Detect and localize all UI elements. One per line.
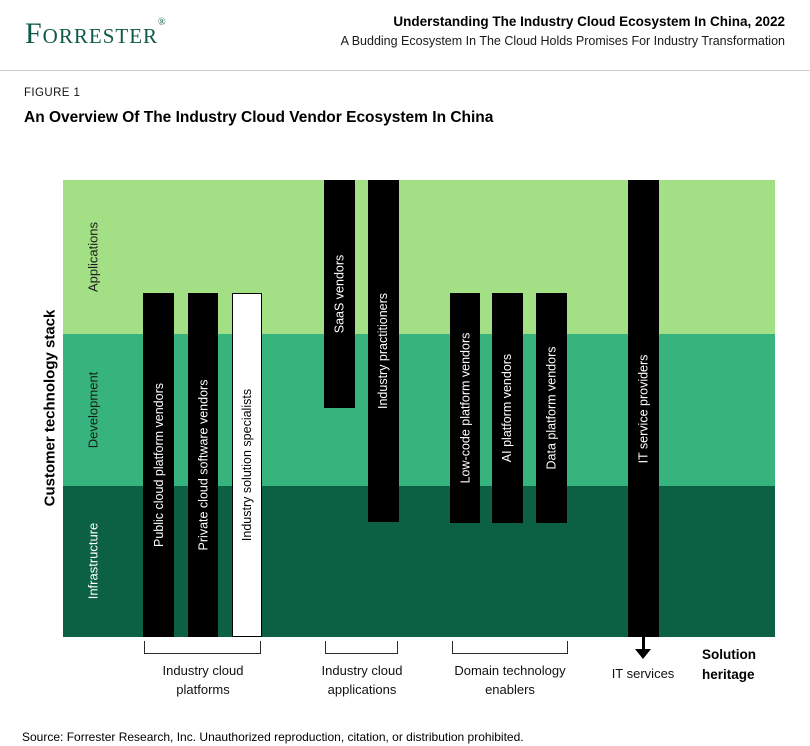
- bracket-industry-cloud-applications: [325, 641, 398, 654]
- forrester-logo: Forrester®: [25, 17, 166, 51]
- arrow-down-head-icon: [635, 649, 651, 659]
- bar-label: AI platform vendors: [500, 353, 515, 463]
- bar-private-cloud-software-vendors: Private cloud software vendors: [188, 293, 218, 637]
- x-axis-title-solution-heritage: Solution heritage: [702, 645, 756, 685]
- bracket-domain-technology-enablers: [452, 641, 568, 654]
- group-label-line: IT services: [611, 666, 675, 681]
- bar-data-platform-vendors: Data platform vendors: [536, 293, 567, 523]
- report-subtitle: A Budding Ecosystem In The Cloud Holds P…: [340, 34, 785, 48]
- figure-number-label: FIGURE 1: [24, 87, 81, 99]
- group-label-line: Industry cloud: [321, 663, 403, 678]
- registered-trademark-icon: ®: [158, 17, 166, 28]
- stack-chart: Applications Development Infrastructure …: [63, 180, 775, 637]
- header-divider: [0, 70, 810, 71]
- band-label-applications: Applications: [85, 221, 101, 293]
- arrow-down-icon: [642, 637, 645, 650]
- forrester-logo-text: Forrester: [25, 17, 159, 50]
- bar-label: Data platform vendors: [544, 346, 559, 470]
- bar-label: Industry practitioners: [376, 292, 391, 410]
- y-axis-title: Customer technology stack: [41, 309, 59, 507]
- group-label-line: platforms: [176, 682, 230, 697]
- group-label-industry-cloud-applications: Industry cloud applications: [292, 661, 432, 699]
- bar-label: Public cloud platform vendors: [151, 383, 166, 547]
- bar-ai-platform-vendors: AI platform vendors: [492, 293, 523, 523]
- bar-saas-vendors: SaaS vendors: [324, 180, 355, 408]
- source-attribution: Source: Forrester Research, Inc. Unautho…: [22, 730, 524, 744]
- bar-industry-solution-specialists: Industry solution specialists: [232, 293, 262, 637]
- bar-industry-practitioners: Industry practitioners: [368, 180, 399, 522]
- group-label-domain-technology-enablers: Domain technology enablers: [435, 661, 585, 699]
- figure-title: An Overview Of The Industry Cloud Vendor…: [24, 109, 494, 126]
- bar-public-cloud-platform-vendors: Public cloud platform vendors: [143, 293, 174, 637]
- band-label-infrastructure: Infrastructure: [85, 522, 101, 600]
- bar-label: Industry solution specialists: [240, 388, 254, 542]
- bar-it-service-providers: IT service providers: [628, 180, 659, 637]
- x-axis-title-line: Solution: [702, 647, 756, 662]
- bar-low-code-platform-vendors: Low-code platform vendors: [450, 293, 480, 523]
- group-label-line: Domain technology: [454, 663, 566, 678]
- bar-label: SaaS vendors: [332, 254, 347, 334]
- bar-label: Private cloud software vendors: [196, 379, 211, 551]
- x-axis-title-line: heritage: [702, 667, 755, 682]
- group-label-industry-cloud-platforms: Industry cloud platforms: [133, 661, 273, 699]
- group-label-line: enablers: [485, 682, 535, 697]
- bar-label: Low-code platform vendors: [458, 332, 472, 484]
- band-label-development: Development: [85, 371, 101, 449]
- group-label-line: Industry cloud: [162, 663, 244, 678]
- group-label-line: applications: [327, 682, 397, 697]
- report-title: Understanding The Industry Cloud Ecosyst…: [393, 14, 785, 29]
- group-label-it-services: IT services: [588, 664, 698, 683]
- bar-label: IT service providers: [636, 354, 651, 463]
- bracket-industry-cloud-platforms: [144, 641, 261, 654]
